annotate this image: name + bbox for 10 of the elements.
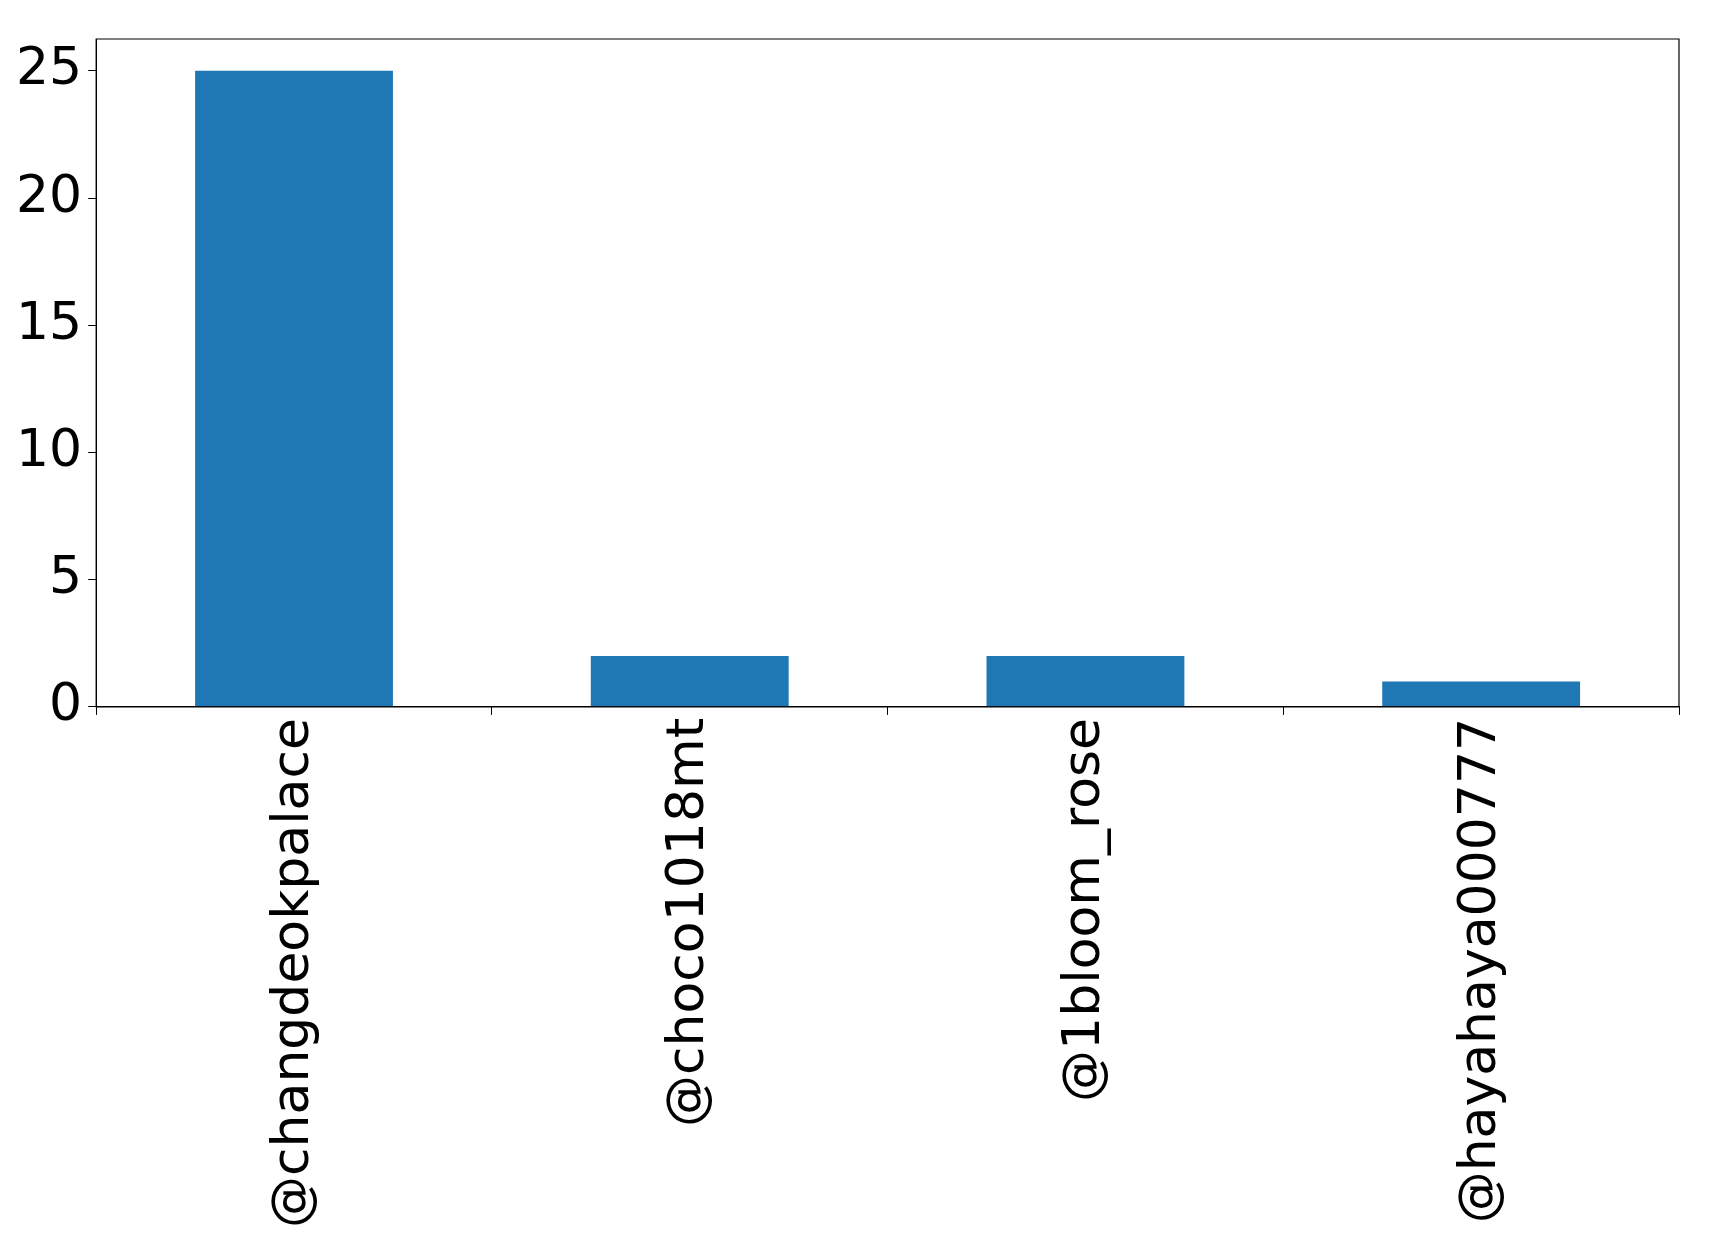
y-tick-label: 15 [16,290,83,351]
x-tick-label: @hayahaya000777 [1446,717,1507,1224]
y-tick-label: 0 [49,672,83,733]
y-tick-label: 25 [16,36,83,97]
y-tick-label: 20 [16,163,83,224]
x-tick-label: @1bloom_rose [1050,717,1111,1102]
x-tick-label: @choco1018mt [655,717,716,1128]
y-tick-label: 10 [16,417,83,478]
y-tick-label: 5 [49,545,83,606]
x-tick-label: @changdeokpalace [259,717,320,1229]
